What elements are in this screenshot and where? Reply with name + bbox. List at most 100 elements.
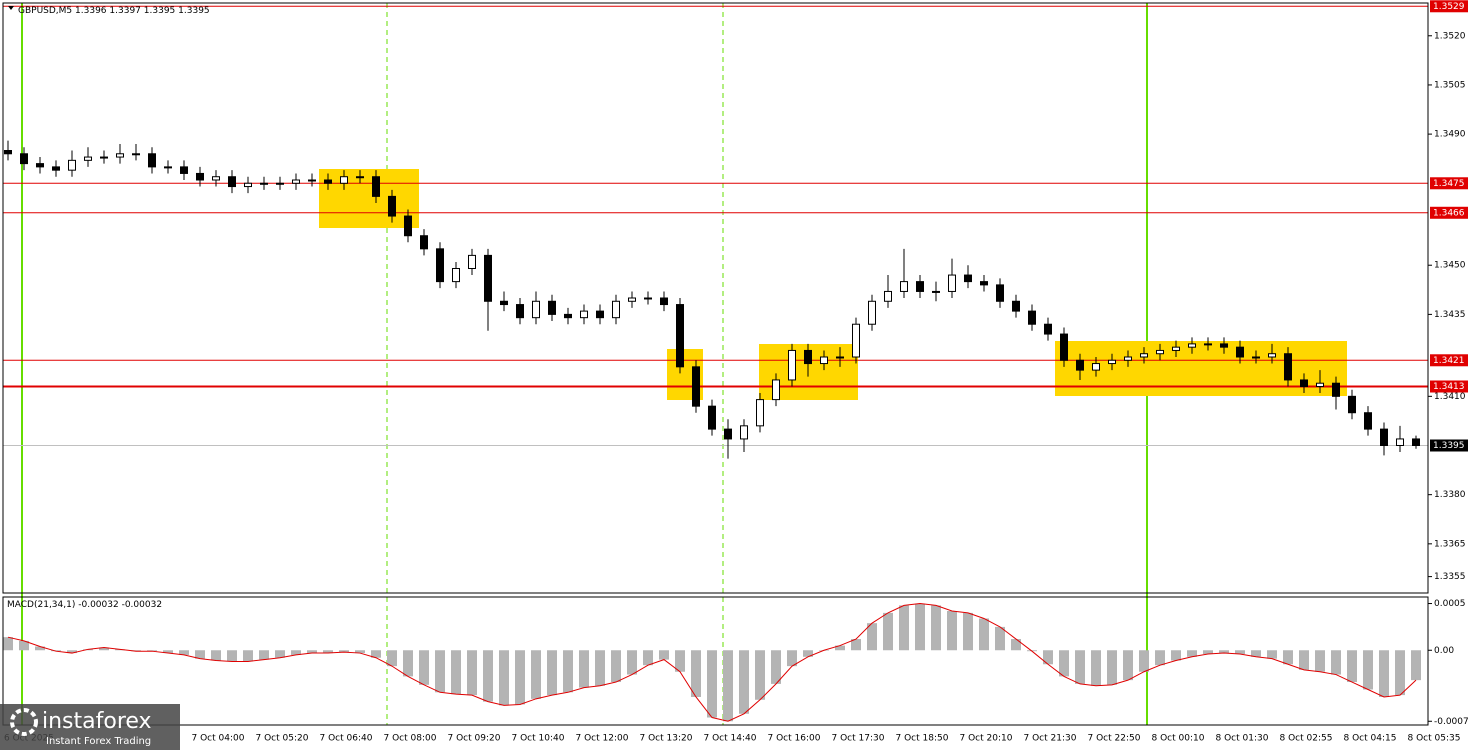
macd-bar <box>1315 650 1325 672</box>
candle-body <box>1412 438 1420 447</box>
candle-body <box>804 349 812 365</box>
x-tick-label: 7 Oct 06:40 <box>320 734 373 744</box>
x-tick-label: 8 Oct 04:15 <box>1344 734 1397 744</box>
macd-bar <box>963 612 973 651</box>
candle-body <box>1364 412 1372 430</box>
y-tick-label: 0.0005 <box>1434 599 1466 609</box>
macd-bar <box>531 650 541 699</box>
candle-body <box>724 428 732 440</box>
price-label: 1.3395 <box>1433 441 1465 451</box>
macd-bar <box>1155 650 1165 666</box>
candle-body <box>740 425 748 440</box>
candle-body <box>1380 428 1388 447</box>
macd-bar <box>707 650 717 718</box>
candle-body <box>916 281 924 292</box>
macd-bar <box>547 650 557 696</box>
macd-bar <box>1395 650 1405 696</box>
macd-bar <box>1331 650 1341 675</box>
macd-bar <box>643 650 653 666</box>
main-panel-border <box>2 2 1429 594</box>
symbol-header: GBPUSD,M5 1.3396 1.3397 1.3395 1.3395 <box>18 6 210 16</box>
macd-bar <box>227 650 237 662</box>
signal-value: -0.00032 <box>122 600 162 610</box>
macd-bar <box>787 650 797 667</box>
macd-bar <box>739 650 749 714</box>
candle-body <box>1284 353 1292 381</box>
x-tick-label: 7 Oct 08:00 <box>384 734 437 744</box>
macd-bar <box>931 605 941 651</box>
macd-bar <box>371 650 381 658</box>
level-label: 1.3475 <box>1433 179 1465 189</box>
candle-body <box>948 274 956 292</box>
x-tick-label: 7 Oct 20:10 <box>960 734 1013 744</box>
candle-body <box>468 254 476 269</box>
macd-bar <box>659 650 669 660</box>
candle-body <box>404 215 412 237</box>
candle-body <box>500 300 508 306</box>
macd-value: -0.00032 <box>78 600 118 610</box>
candle-body <box>148 153 156 168</box>
candle-body <box>452 268 460 283</box>
candle-body <box>340 176 348 184</box>
macd-bar <box>211 650 221 661</box>
candle-body <box>132 153 140 156</box>
candle-body <box>36 163 44 168</box>
y-tick-label: 1.3355 <box>1434 572 1466 582</box>
macd-bar <box>1411 650 1421 681</box>
indicator: MACD(21,34,1) <box>7 600 75 610</box>
macd-bar <box>723 650 733 722</box>
macd-bar <box>339 650 349 653</box>
candle-body <box>420 235 428 250</box>
macd-bar <box>611 650 621 683</box>
macd-bar <box>755 650 765 700</box>
macd-bar <box>435 650 445 693</box>
macd-bar <box>499 650 509 706</box>
candle-body <box>116 153 124 158</box>
candle-body <box>324 179 332 184</box>
candle-body <box>564 313 572 319</box>
candle-body <box>1124 356 1132 361</box>
high-value: 1.3397 <box>109 6 141 16</box>
x-tick-label: 7 Oct 09:20 <box>448 734 501 744</box>
x-tick-label: 7 Oct 12:00 <box>576 734 629 744</box>
macd-bar <box>995 626 1005 651</box>
zone <box>319 169 419 228</box>
macd-bar <box>35 646 45 651</box>
candle-body <box>1044 323 1052 335</box>
candle-body <box>100 156 108 159</box>
macd-bar <box>1283 650 1293 665</box>
logo-brand: instaforex <box>42 709 152 734</box>
candle-body <box>292 179 300 184</box>
candle-body <box>260 182 268 185</box>
candle-body <box>692 366 700 407</box>
macd-bar <box>179 650 189 655</box>
candle-body <box>772 379 780 401</box>
y-tick-label: 1.3410 <box>1434 392 1466 402</box>
level-label-bg <box>1430 206 1468 219</box>
x-tick-label: 8 Oct 05:35 <box>1408 734 1461 744</box>
logo-bg <box>0 704 180 750</box>
macd-bar <box>3 637 13 651</box>
close-value: 1.3395 <box>178 6 210 16</box>
macd-bar <box>467 650 477 696</box>
macd-bar <box>1091 650 1101 686</box>
candle-body <box>4 150 12 155</box>
candle-body <box>852 323 860 358</box>
candle-body <box>532 300 540 319</box>
macd-bar <box>771 650 781 684</box>
candle-body <box>836 356 844 359</box>
candle-body <box>660 297 668 306</box>
candle-body <box>1172 346 1180 351</box>
macd-bar <box>1139 650 1149 672</box>
macd-bar <box>243 650 253 662</box>
candle-body <box>708 405 716 430</box>
macd-bar <box>1123 650 1133 681</box>
level-label: 1.3413 <box>1433 382 1465 392</box>
macd-bar <box>291 650 301 655</box>
macd-bar <box>1347 650 1357 683</box>
macd-bar <box>307 650 317 654</box>
candle-body <box>308 179 316 182</box>
macd-bar <box>1107 650 1117 685</box>
candle-body <box>996 284 1004 302</box>
x-tick-label: 7 Oct 21:30 <box>1024 734 1077 744</box>
